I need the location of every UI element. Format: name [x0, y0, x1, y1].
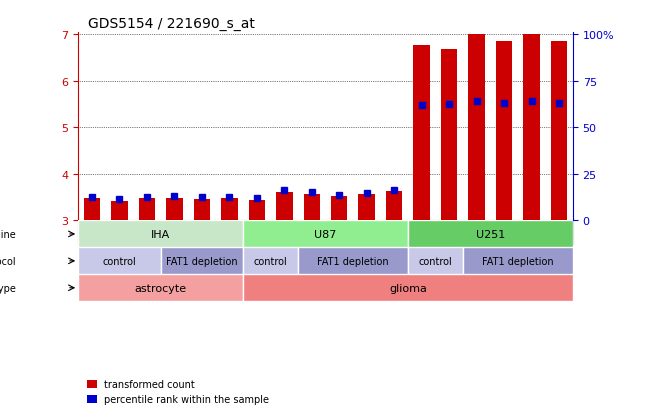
- Text: GSM997195: GSM997195: [358, 225, 367, 275]
- Text: astrocyte: astrocyte: [135, 283, 187, 293]
- Text: FAT1 depletion: FAT1 depletion: [317, 256, 389, 266]
- Bar: [276, 192, 292, 221]
- FancyBboxPatch shape: [78, 221, 243, 248]
- FancyBboxPatch shape: [78, 248, 161, 275]
- FancyBboxPatch shape: [463, 248, 573, 275]
- Text: GSM997199: GSM997199: [467, 225, 477, 275]
- Text: U251: U251: [476, 229, 505, 240]
- Text: GSM997191: GSM997191: [248, 225, 256, 275]
- Bar: [386, 192, 402, 221]
- Text: FAT1 depletion: FAT1 depletion: [166, 256, 238, 266]
- FancyBboxPatch shape: [408, 221, 573, 248]
- Bar: [551, 42, 568, 221]
- Text: control: control: [419, 256, 452, 266]
- Bar: [139, 199, 155, 221]
- FancyBboxPatch shape: [243, 275, 573, 301]
- FancyBboxPatch shape: [298, 248, 408, 275]
- Text: GDS5154 / 221690_s_at: GDS5154 / 221690_s_at: [88, 17, 255, 31]
- Text: control: control: [254, 256, 287, 266]
- Bar: [331, 197, 348, 221]
- Bar: [523, 36, 540, 221]
- Legend: transformed count, percentile rank within the sample: transformed count, percentile rank withi…: [83, 375, 273, 408]
- Bar: [496, 42, 512, 221]
- Bar: [249, 200, 265, 221]
- Text: GSM997192: GSM997192: [275, 225, 284, 275]
- Text: IHA: IHA: [151, 229, 170, 240]
- Text: FAT1 depletion: FAT1 depletion: [482, 256, 554, 266]
- Bar: [111, 202, 128, 221]
- Text: GSM997200: GSM997200: [495, 225, 504, 275]
- Text: GSM997202: GSM997202: [550, 225, 559, 275]
- Text: GSM997176: GSM997176: [111, 225, 119, 276]
- Bar: [83, 199, 100, 221]
- Bar: [78, 221, 573, 244]
- Bar: [469, 36, 485, 221]
- Bar: [166, 198, 182, 221]
- Text: GSM997196: GSM997196: [385, 225, 395, 276]
- Text: GSM997194: GSM997194: [330, 225, 339, 275]
- FancyBboxPatch shape: [408, 248, 463, 275]
- Text: U87: U87: [314, 229, 337, 240]
- FancyBboxPatch shape: [161, 248, 243, 275]
- Text: GSM997201: GSM997201: [523, 225, 532, 275]
- FancyBboxPatch shape: [243, 221, 408, 248]
- Text: GSM997193: GSM997193: [303, 225, 312, 276]
- Text: GSM997189: GSM997189: [193, 225, 202, 276]
- Text: glioma: glioma: [389, 283, 427, 293]
- FancyBboxPatch shape: [78, 275, 243, 301]
- Text: GSM997198: GSM997198: [440, 225, 449, 276]
- Bar: [359, 195, 375, 221]
- Text: GSM997190: GSM997190: [220, 225, 229, 275]
- Text: GSM997183: GSM997183: [138, 225, 147, 276]
- Text: cell type: cell type: [0, 283, 16, 293]
- Bar: [413, 45, 430, 221]
- FancyBboxPatch shape: [243, 248, 298, 275]
- Bar: [441, 50, 458, 221]
- Bar: [303, 194, 320, 221]
- Text: GSM997188: GSM997188: [165, 225, 174, 276]
- Text: control: control: [102, 256, 136, 266]
- Bar: [193, 199, 210, 221]
- Text: protocol: protocol: [0, 256, 16, 266]
- Text: cell line: cell line: [0, 229, 16, 240]
- Text: GSM997197: GSM997197: [413, 225, 422, 276]
- Text: GSM997175: GSM997175: [83, 225, 92, 276]
- Bar: [221, 199, 238, 221]
